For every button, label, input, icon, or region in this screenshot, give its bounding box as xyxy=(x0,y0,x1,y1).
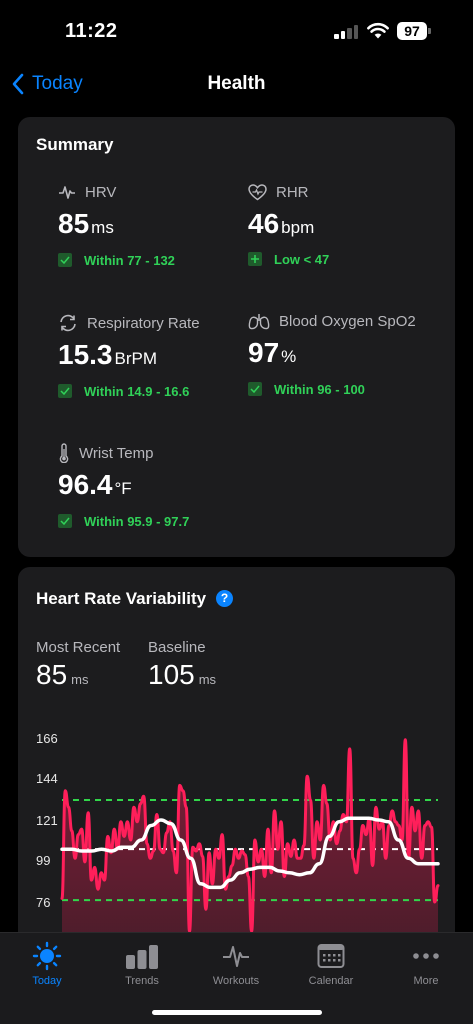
plus-icon xyxy=(248,252,262,266)
hrv-title-text: Heart Rate Variability xyxy=(36,589,207,608)
chevron-left-icon xyxy=(12,73,24,95)
tab-workouts[interactable]: Workouts xyxy=(196,941,276,987)
metric-value: 46 xyxy=(248,208,280,239)
bar-chart-icon xyxy=(126,945,158,969)
metric-value: 85 xyxy=(58,208,90,239)
metric-respiratory-rate[interactable]: Respiratory Rate 15.3 BrPM Within 14.9 -… xyxy=(58,313,200,399)
info-icon[interactable]: ? xyxy=(216,589,234,607)
back-button-label: Today xyxy=(32,73,83,94)
y-tick-label: 99 xyxy=(36,853,50,868)
pulse-icon xyxy=(59,186,75,199)
tab-label: More xyxy=(413,975,439,987)
metric-rhr[interactable]: RHR 46 bpm Low < 47 xyxy=(248,182,329,267)
y-tick-label: 121 xyxy=(36,813,58,828)
status-time: 11:22 xyxy=(65,20,118,42)
metric-range: Low < 47 xyxy=(274,251,330,267)
metric-value: 96.4 xyxy=(58,469,113,500)
tab-trends[interactable]: Trends xyxy=(102,941,182,987)
tab-label: Trends xyxy=(125,975,159,987)
tab-today[interactable]: Today xyxy=(7,941,87,987)
heart-rate-icon xyxy=(248,183,267,200)
metric-unit: bpm xyxy=(281,218,315,237)
calendar-icon xyxy=(317,944,345,968)
battery-icon: 97 xyxy=(397,22,431,40)
tab-bar: Today Trends Workouts xyxy=(0,932,473,1024)
metric-wrist-temp[interactable]: Wrist Temp 96.4 °F Within 95.9 - 97.7 xyxy=(58,443,189,529)
home-indicator xyxy=(152,1010,322,1015)
hrv-trend-line xyxy=(60,816,440,890)
sun-icon xyxy=(32,941,62,971)
baseline-unit: ms xyxy=(198,672,217,687)
baseline-value: 105 xyxy=(148,659,195,690)
tab-calendar[interactable]: Calendar xyxy=(291,941,371,987)
metric-label: RHR xyxy=(276,183,309,201)
lungs-icon xyxy=(248,313,270,329)
metric-unit: °F xyxy=(114,479,132,498)
metric-label: Respiratory Rate xyxy=(87,314,200,332)
page-title: Health xyxy=(207,73,266,94)
most-recent-label: Most Recent xyxy=(36,639,121,656)
status-bar: 11:22 97 xyxy=(0,0,473,60)
metric-range: Within 14.9 - 16.6 xyxy=(84,383,190,399)
y-tick-label: 76 xyxy=(36,895,50,910)
metric-blood-oxygen[interactable]: Blood Oxygen SpO2 97 % Within 96 - 100 xyxy=(248,311,416,397)
wifi-icon xyxy=(367,23,389,39)
tab-more[interactable]: More xyxy=(386,941,466,987)
check-icon xyxy=(248,382,262,396)
more-icon xyxy=(413,953,439,959)
hrv-title: Heart Rate Variability? xyxy=(36,589,234,609)
check-icon xyxy=(58,514,72,528)
most-recent-stat: Most Recent 85 ms xyxy=(36,639,120,691)
check-icon xyxy=(58,384,72,398)
check-icon xyxy=(58,253,72,267)
tab-label: Today xyxy=(32,975,62,987)
baseline-stat: Baseline 105 ms xyxy=(148,639,216,691)
metric-range: Within 95.9 - 97.7 xyxy=(84,513,190,529)
most-recent-unit: ms xyxy=(71,672,89,687)
metric-range: Within 77 - 132 xyxy=(84,252,175,268)
summary-card[interactable]: Summary HRV 85 ms Within 77 - 132 RHR 46… xyxy=(18,117,455,557)
navigation-bar: Today Health xyxy=(0,60,473,108)
tab-label: Workouts xyxy=(212,975,260,987)
battery-level: 97 xyxy=(397,22,427,40)
most-recent-value: 85 xyxy=(36,659,68,690)
baseline-label: Baseline xyxy=(148,639,206,656)
metric-value: 15.3 xyxy=(58,339,113,370)
metric-label: HRV xyxy=(85,183,117,201)
metric-unit: BrPM xyxy=(114,349,158,368)
metric-unit: % xyxy=(281,347,297,366)
tab-label: Calendar xyxy=(308,975,354,987)
back-button[interactable]: Today xyxy=(12,69,83,99)
metric-label: Blood Oxygen SpO2 xyxy=(279,312,416,330)
cellular-signal-icon xyxy=(334,24,360,39)
respiratory-icon xyxy=(60,314,76,332)
metric-value: 97 xyxy=(248,337,280,368)
summary-title: Summary xyxy=(36,135,114,154)
metric-hrv[interactable]: HRV 85 ms Within 77 - 132 xyxy=(58,182,175,268)
hrv-series-line xyxy=(60,738,440,933)
metric-unit: ms xyxy=(91,218,114,237)
y-tick-label: 144 xyxy=(36,771,58,786)
metric-range: Within 96 - 100 xyxy=(274,381,365,397)
metric-label: Wrist Temp xyxy=(79,444,154,462)
y-tick-label: 166 xyxy=(36,731,58,746)
thermometer-icon xyxy=(59,443,69,463)
pulse-icon xyxy=(223,946,249,967)
